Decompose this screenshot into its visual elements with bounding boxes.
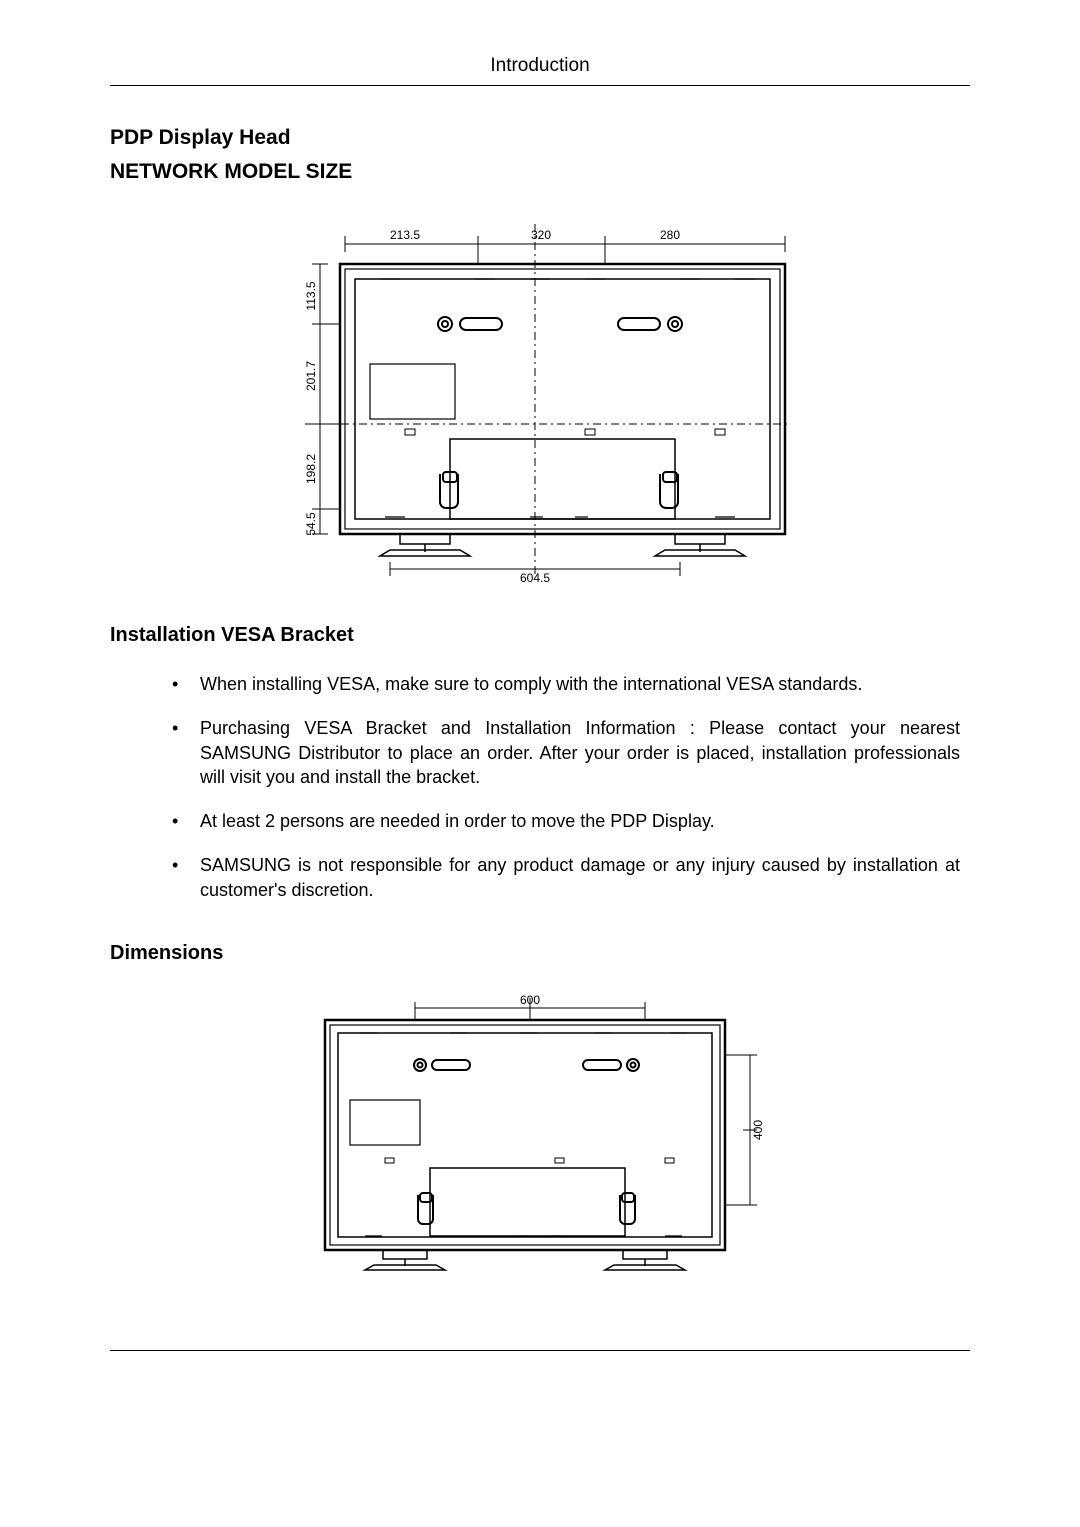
dim-320: 320 — [531, 228, 551, 242]
list-item: At least 2 persons are needed in order t… — [200, 809, 960, 833]
dim-113-5: 113.5 — [304, 281, 318, 310]
heading-pdp-display-head: PDP Display Head — [110, 126, 970, 150]
dim-213-5: 213.5 — [390, 228, 420, 242]
heading-network-model-size: NETWORK MODEL SIZE — [110, 160, 970, 184]
diagram-network-model-size: 213.5 320 280 113.5 201.7 198.2 54.5 604… — [110, 214, 970, 584]
dim-198-2: 198.2 — [304, 454, 318, 484]
dim-54-5: 54.5 — [304, 512, 318, 536]
list-item: Purchasing VESA Bracket and Installation… — [200, 716, 960, 789]
dim-400: 400 — [751, 1120, 765, 1140]
dim-600: 600 — [520, 993, 540, 1007]
list-item: SAMSUNG is not responsible for any produ… — [200, 853, 960, 902]
page-header: Introduction — [110, 55, 970, 86]
dim-201-7: 201.7 — [304, 361, 318, 391]
dim-280: 280 — [660, 228, 680, 242]
vesa-bullet-list: When installing VESA, make sure to compl… — [110, 672, 970, 902]
list-item: When installing VESA, make sure to compl… — [200, 672, 960, 696]
document-page: Introduction PDP Display Head NETWORK MO… — [0, 0, 1080, 1411]
diagram-dimensions: 600 400 — [110, 990, 970, 1290]
footer-rule — [110, 1350, 970, 1351]
dim-604-5: 604.5 — [520, 571, 550, 584]
technical-drawing-2: 600 400 — [305, 990, 775, 1290]
heading-dimensions: Dimensions — [110, 942, 970, 965]
heading-installation-vesa: Installation VESA Bracket — [110, 624, 970, 647]
technical-drawing-1: 213.5 320 280 113.5 201.7 198.2 54.5 604… — [285, 214, 795, 584]
